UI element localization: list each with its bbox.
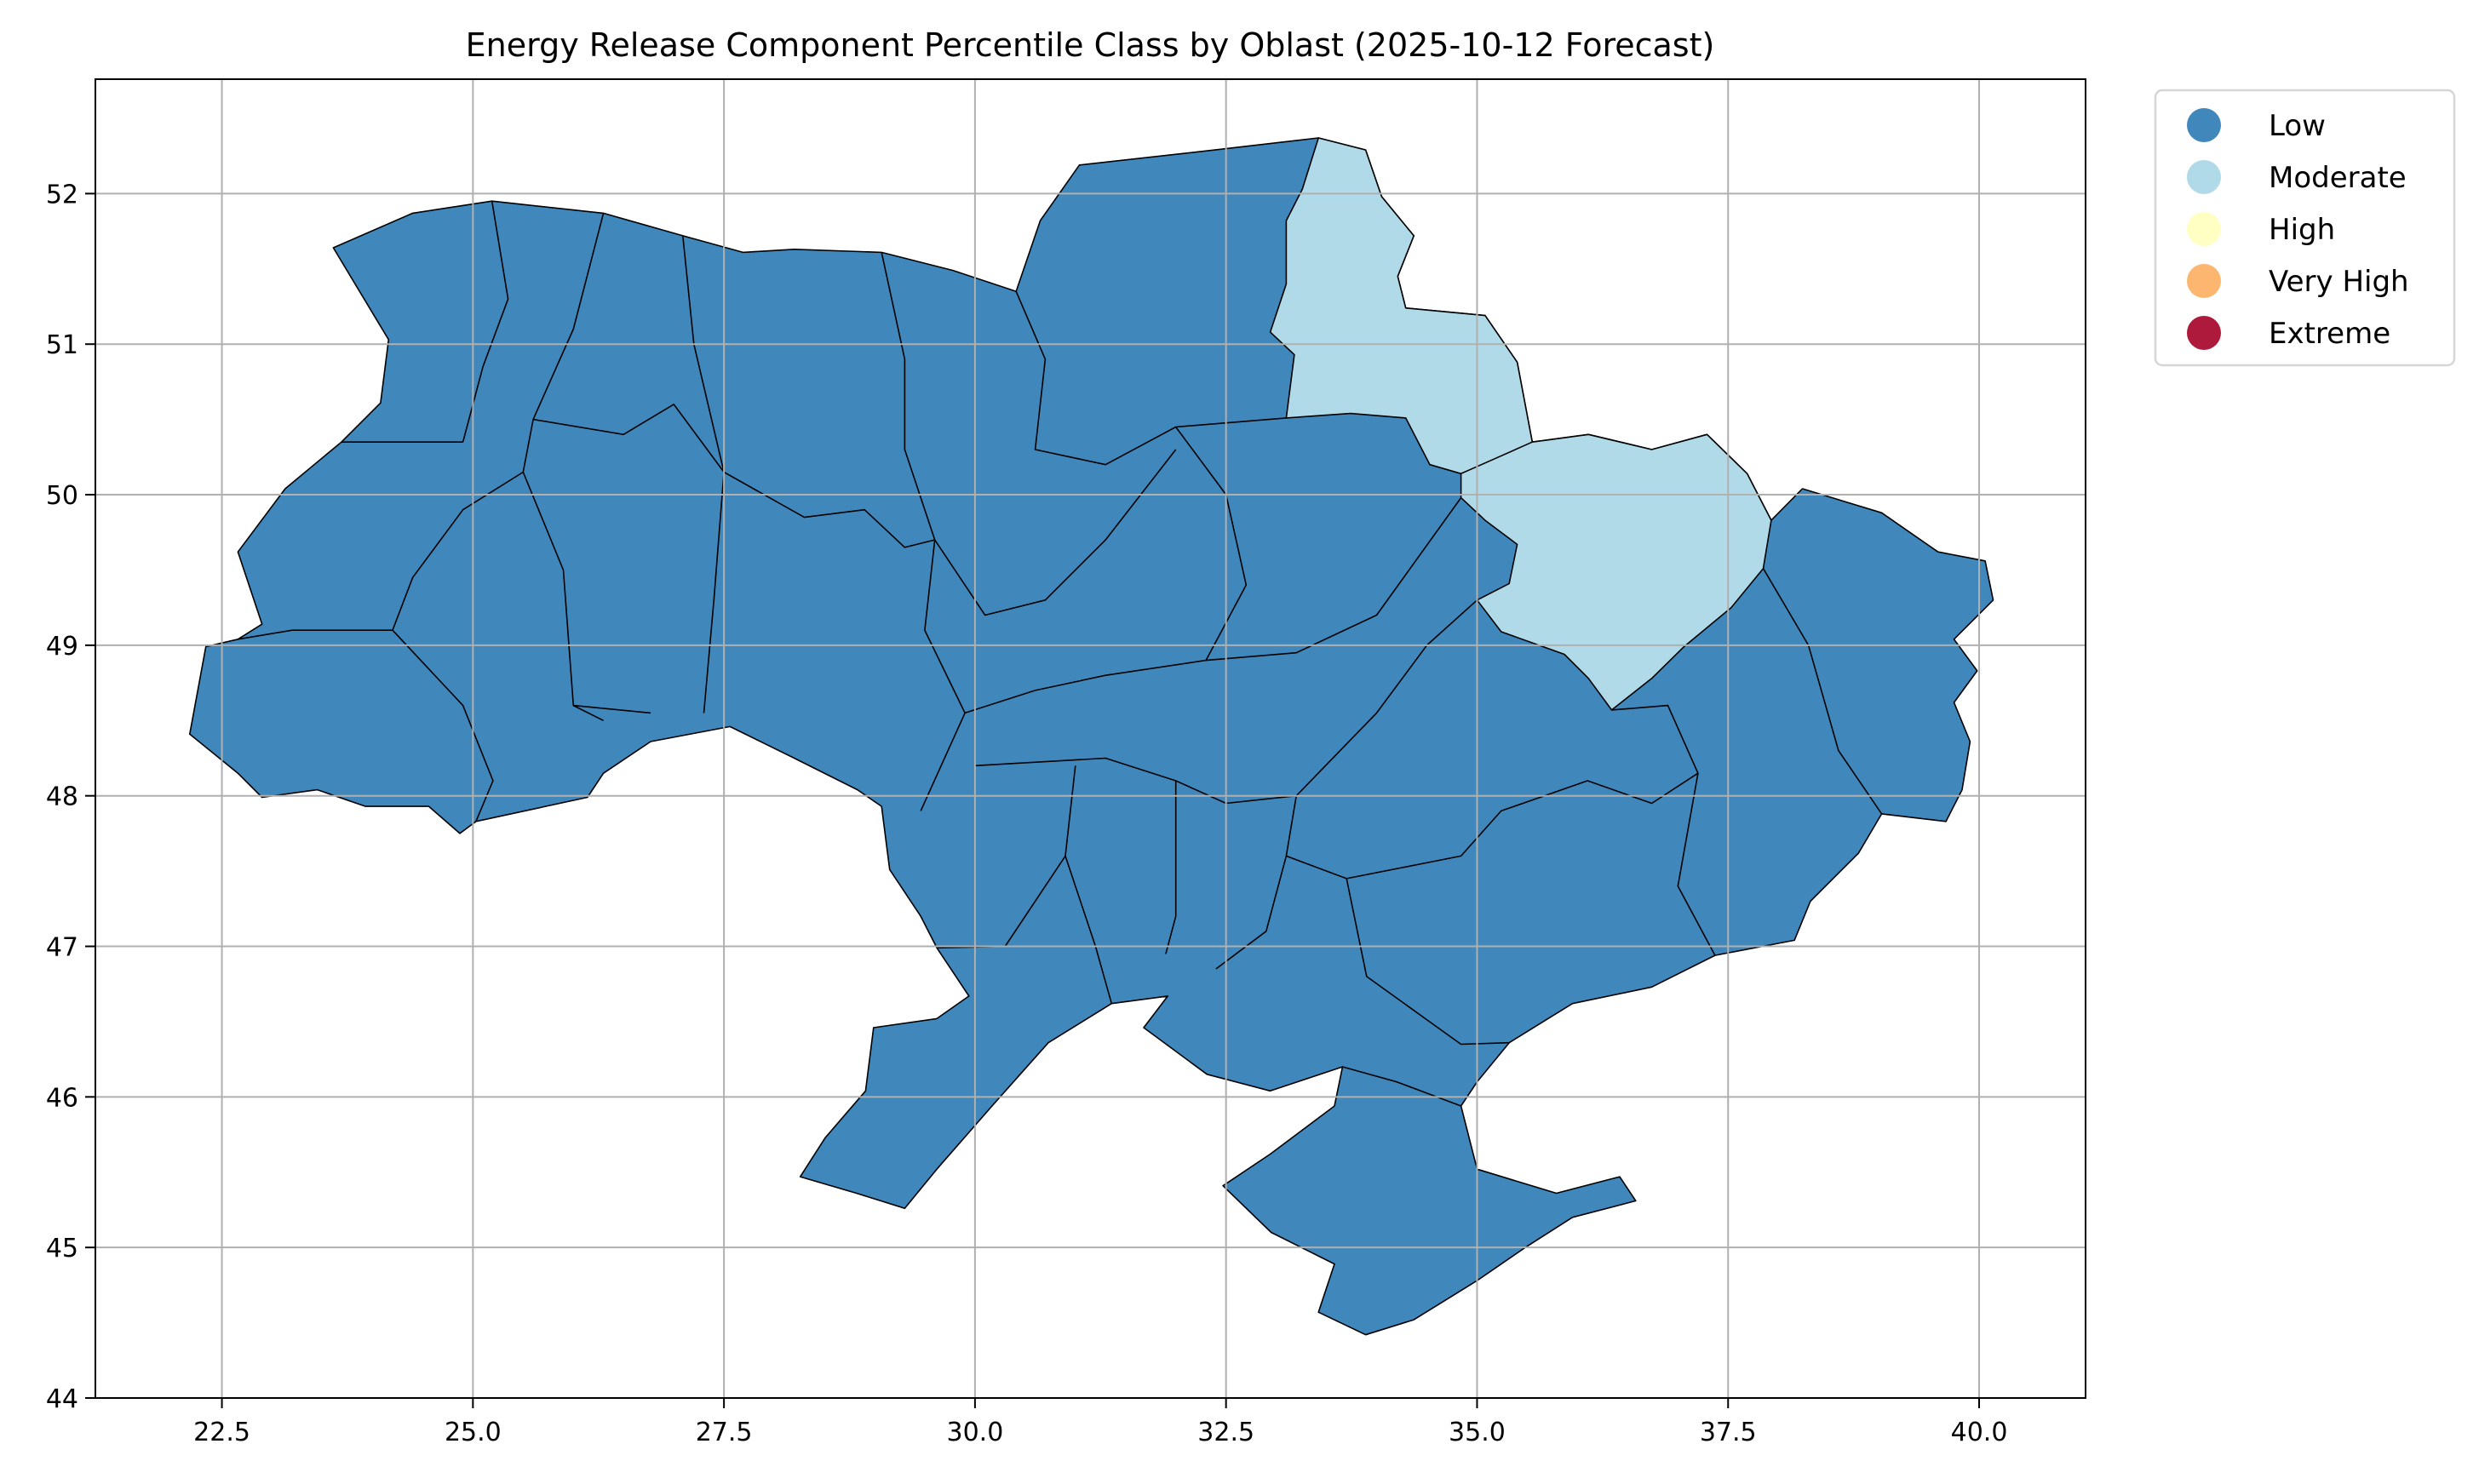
y-tick-label: 44 bbox=[46, 1384, 78, 1414]
legend-marker-extreme bbox=[2187, 316, 2221, 350]
oblast-border bbox=[1165, 781, 1177, 954]
legend-label: Very High bbox=[2269, 265, 2409, 299]
x-tick-label: 35.0 bbox=[1449, 1418, 1506, 1447]
oblast-border bbox=[573, 704, 651, 714]
x-tick-label: 32.5 bbox=[1197, 1418, 1254, 1447]
oblast-border bbox=[1285, 772, 1699, 880]
y-tick-label: 45 bbox=[46, 1234, 78, 1263]
oblast-border bbox=[974, 599, 1478, 805]
legend-marker-very-high bbox=[2187, 264, 2221, 298]
x-tick-label: 22.5 bbox=[193, 1418, 250, 1447]
oblast-border bbox=[1342, 1066, 1461, 1107]
x-tick-label: 25.0 bbox=[445, 1418, 502, 1447]
legend-marker-high bbox=[2187, 212, 2221, 246]
y-tick-label: 48 bbox=[46, 782, 78, 812]
grid-lines bbox=[95, 79, 2086, 1399]
x-tick-label: 30.0 bbox=[947, 1418, 1004, 1447]
y-tick-label: 52 bbox=[46, 180, 78, 209]
oblast-border bbox=[1064, 765, 1113, 1004]
legend-label: Extreme bbox=[2269, 317, 2390, 351]
map-regions bbox=[189, 137, 1994, 1336]
legend-label: Moderate bbox=[2269, 161, 2407, 195]
oblast-border bbox=[522, 472, 604, 722]
chart-title: Energy Release Component Percentile Clas… bbox=[466, 26, 1715, 64]
oblast-border bbox=[934, 449, 1177, 616]
oblast-border bbox=[1346, 878, 1510, 1046]
oblast-border bbox=[1206, 497, 1462, 662]
y-tick-label: 51 bbox=[46, 330, 78, 360]
x-tick-label: 27.5 bbox=[696, 1418, 753, 1447]
y-tick-label: 46 bbox=[46, 1083, 78, 1113]
legend-marker-moderate bbox=[2187, 160, 2221, 194]
legend-marker-low bbox=[2187, 108, 2221, 142]
oblast-border bbox=[1015, 290, 1287, 466]
legend-frame bbox=[2154, 89, 2456, 367]
legend-label: Low bbox=[2269, 109, 2326, 143]
oblast-border bbox=[723, 471, 966, 811]
plot-frame bbox=[95, 78, 2086, 1399]
oblast-border bbox=[1611, 704, 1716, 956]
y-tick-label: 47 bbox=[46, 933, 78, 963]
y-tick-label: 49 bbox=[46, 632, 78, 662]
legend-label: High bbox=[2269, 213, 2335, 247]
x-tick-label: 37.5 bbox=[1700, 1418, 1757, 1447]
legend: Low Moderate High Very High Extreme bbox=[2154, 89, 2456, 367]
oblast-border bbox=[1762, 568, 1883, 815]
x-tick-label: 40.0 bbox=[1951, 1418, 2008, 1447]
oblast-border bbox=[532, 404, 725, 473]
region-moderate bbox=[1460, 433, 1772, 711]
oblast-border bbox=[1215, 856, 1288, 970]
y-axis: 44 45 46 47 48 49 50 51 52 bbox=[46, 180, 95, 1414]
x-axis: 22.5 25.0 27.5 30.0 32.5 35.0 37.5 40.0 bbox=[193, 1398, 2007, 1447]
oblast-border bbox=[238, 629, 494, 822]
y-tick-label: 50 bbox=[46, 481, 78, 511]
region-low bbox=[189, 137, 1994, 1336]
